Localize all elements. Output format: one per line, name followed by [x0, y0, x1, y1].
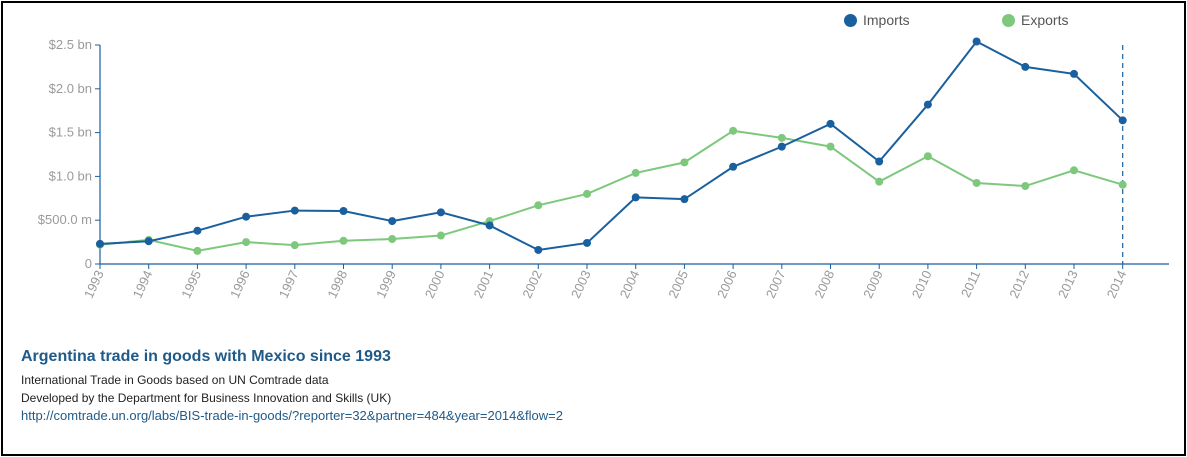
imports-data-point: [388, 217, 397, 226]
x-tick-label: 1998: [324, 268, 350, 301]
imports-data-point: [972, 37, 981, 46]
y-tick-label: 0: [85, 256, 92, 271]
y-tick-label: $1.5 bn: [49, 125, 92, 140]
imports-data-point: [193, 226, 202, 235]
imports-data-point: [534, 245, 543, 254]
imports-data-point: [777, 142, 786, 151]
legend-item-imports[interactable]: Imports: [844, 12, 910, 28]
y-tick-label: $500.0 m: [38, 212, 92, 227]
x-tick-label: 2005: [665, 268, 691, 301]
x-tick-label: 1996: [227, 268, 253, 301]
exports-data-point: [631, 168, 640, 177]
x-tick-label: 2002: [519, 268, 545, 301]
exports-data-point: [290, 241, 299, 250]
imports-data-point: [583, 238, 591, 247]
exports-data-point: [193, 246, 202, 255]
x-tick-label: 1994: [130, 268, 156, 301]
exports-data-point: [436, 231, 445, 240]
x-tick-label: 1995: [178, 268, 204, 301]
x-tick-label: 2003: [568, 268, 594, 301]
legend-imports-label: Imports: [863, 12, 910, 28]
exports-data-point: [1021, 182, 1030, 191]
subtitle-line-1: International Trade in Goods based on UN…: [21, 373, 329, 387]
exports-data-point: [534, 201, 543, 210]
imports-legend-dot-icon: [844, 14, 857, 27]
imports-data-point: [826, 119, 835, 128]
imports-data-point: [1021, 62, 1030, 71]
exports-data-point: [875, 177, 884, 186]
exports-data-point: [777, 133, 786, 142]
x-tick-label: 1999: [373, 268, 399, 301]
source-link[interactable]: http://comtrade.un.org/labs/BIS-trade-in…: [21, 408, 564, 423]
chart-info: Argentina trade in goods with Mexico sin…: [21, 348, 563, 425]
x-tick-label: 2001: [471, 268, 497, 301]
imports-data-point: [680, 195, 689, 204]
x-tick-label: 2004: [617, 268, 643, 301]
imports-data-point: [875, 157, 884, 166]
exports-data-point: [826, 142, 835, 151]
imports-data-point: [729, 162, 738, 171]
y-tick-label: $1.0 bn: [49, 168, 92, 183]
x-tick-label: 2000: [422, 268, 448, 301]
trade-line-chart: 0 $500.0 m $1.0 bn $1.5 bn $2.0 bn $2.5 bn 199…: [38, 37, 1169, 301]
x-tick-label: 2010: [909, 268, 935, 301]
imports-data-point: [242, 212, 251, 221]
chart-title: Argentina trade in goods with Mexico sin…: [21, 348, 391, 365]
legend-exports-label: Exports: [1021, 12, 1069, 28]
exports-legend-dot-icon: [1002, 14, 1015, 27]
exports-data-point: [242, 238, 251, 247]
imports-data-point: [485, 221, 494, 230]
exports-data-point: [388, 235, 397, 244]
x-tick-label: 2013: [1055, 268, 1081, 301]
exports-data-point: [1118, 180, 1127, 189]
x-tick-label: 1993: [81, 268, 107, 301]
imports-data-point: [290, 206, 299, 215]
imports-data-point: [96, 239, 104, 248]
exports-data-point: [680, 158, 689, 167]
x-tick-label: 2007: [763, 268, 789, 301]
exports-data-point: [972, 178, 981, 187]
imports-data-point: [1070, 69, 1078, 78]
x-tick-label: 2012: [1006, 268, 1032, 301]
imports-data-point: [631, 193, 640, 202]
x-tick-label: 2008: [811, 268, 837, 301]
x-tick-label: 1997: [276, 268, 302, 301]
exports-data-point: [729, 126, 738, 135]
x-tick-label: 2009: [860, 268, 886, 301]
x-tick-label: 2014: [1104, 268, 1130, 301]
exports-data-point: [339, 236, 348, 245]
imports-series-line: [99, 40, 1124, 252]
imports-data-point: [923, 100, 932, 109]
y-tick-label: $2.0 bn: [49, 81, 92, 96]
imports-data-point: [436, 208, 445, 217]
y-tick-label: $2.5 bn: [49, 37, 92, 52]
subtitle-line-2: Developed by the Department for Business…: [21, 391, 392, 405]
exports-series-line: [99, 129, 1123, 252]
legend-item-exports[interactable]: Exports: [1002, 12, 1068, 28]
imports-data-point: [339, 207, 348, 216]
x-tick-label: 2006: [714, 268, 740, 301]
exports-data-point: [1070, 166, 1078, 175]
x-tick-label: 2011: [958, 268, 983, 300]
exports-data-point: [923, 152, 932, 161]
imports-data-point: [1118, 116, 1127, 125]
imports-data-point: [144, 237, 153, 246]
exports-data-point: [583, 189, 591, 198]
